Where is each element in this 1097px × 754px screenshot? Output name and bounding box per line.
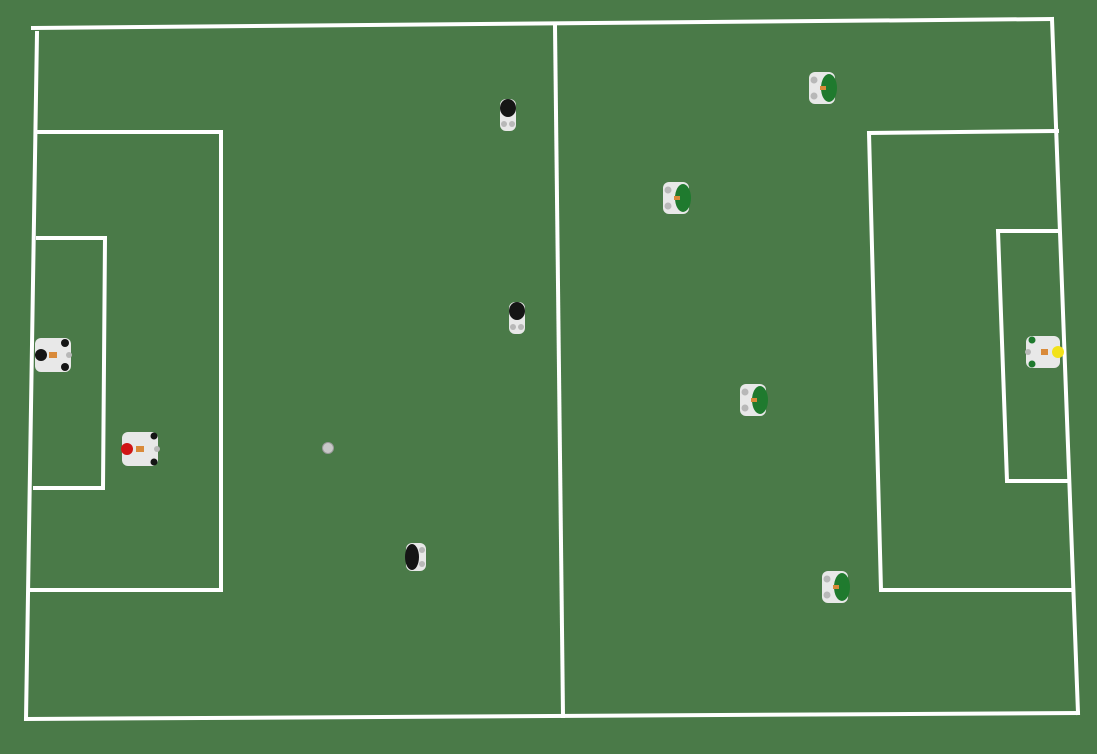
- robot-green-keeper-marker: [1041, 349, 1048, 355]
- goal-line-right: [1049, 16, 1081, 716]
- robot-green-3-foot: [741, 404, 749, 412]
- robot-green-keeper[interactable]: [1025, 336, 1064, 368]
- robot-red-defender-foot: [154, 446, 160, 452]
- robot-green-3-jersey: [752, 386, 768, 414]
- robot-black-3-foot: [419, 561, 425, 567]
- robot-green-4-foot: [823, 575, 831, 583]
- robot-red-defender-hand: [150, 432, 158, 440]
- robot-red-defender-hand: [150, 458, 158, 466]
- robot-green-4-marker: [833, 585, 839, 589]
- robot-black-1-foot: [509, 121, 515, 127]
- robot-red-defender-marker: [136, 446, 144, 452]
- robot-green-1-marker: [820, 86, 826, 90]
- robot-green-1-jersey: [821, 74, 837, 102]
- left-goal-area: [33, 236, 108, 490]
- robot-black-2-foot: [510, 324, 516, 330]
- robot-black-keeper-hand: [61, 363, 69, 371]
- robot-black-2-jersey: [509, 302, 525, 320]
- robot-green-2-marker: [674, 196, 680, 200]
- robot-black-3[interactable]: [405, 543, 426, 571]
- goal-line-left: [23, 30, 40, 722]
- robot-red-defender[interactable]: [121, 432, 160, 466]
- field-lines: [23, 16, 1081, 722]
- robot-green-4-foot: [823, 591, 831, 599]
- robot-green-keeper-hand: [1028, 360, 1036, 368]
- robot-black-keeper-hand: [61, 339, 69, 347]
- robot-green-4[interactable]: [822, 571, 850, 603]
- robot-black-keeper-head: [35, 349, 47, 361]
- touchline-top: [30, 16, 1055, 31]
- robot-green-1[interactable]: [809, 72, 837, 104]
- right-goal-area: [995, 229, 1068, 483]
- robot-black-1[interactable]: [500, 99, 516, 131]
- robot-black-keeper[interactable]: [35, 338, 72, 372]
- robot-black-3-jersey: [405, 544, 419, 570]
- robot-black-1-jersey: [500, 99, 516, 117]
- robot-green-2-foot: [664, 202, 672, 210]
- robot-black-1-foot: [501, 121, 507, 127]
- robot-black-keeper-marker: [49, 352, 57, 358]
- robot-green-keeper-hand: [1028, 336, 1036, 344]
- robot-green-2-foot: [664, 186, 672, 194]
- robot-green-1-foot: [810, 92, 818, 100]
- touchline-bottom: [23, 710, 1081, 722]
- robot-green-3-foot: [741, 388, 749, 396]
- robot-black-2-foot: [518, 324, 524, 330]
- robot-green-keeper-foot: [1025, 349, 1031, 355]
- robot-green-2-jersey: [675, 184, 691, 212]
- robot-black-keeper-foot: [66, 352, 72, 358]
- robot-green-keeper-head: [1052, 346, 1064, 358]
- robot-red-defender-head: [121, 443, 133, 455]
- robot-black-3-foot: [419, 547, 425, 553]
- robot-green-2[interactable]: [663, 182, 691, 214]
- robots-layer: [35, 72, 1064, 603]
- robot-green-3-marker: [751, 398, 757, 402]
- right-penalty-area: [866, 128, 1073, 592]
- left-penalty-area: [27, 130, 223, 592]
- robot-green-1-foot: [810, 76, 818, 84]
- robot-black-2[interactable]: [509, 302, 525, 334]
- ball[interactable]: [322, 442, 334, 454]
- robot-green-4-jersey: [834, 573, 850, 601]
- halfway-line: [552, 23, 566, 719]
- robot-green-3[interactable]: [740, 384, 768, 416]
